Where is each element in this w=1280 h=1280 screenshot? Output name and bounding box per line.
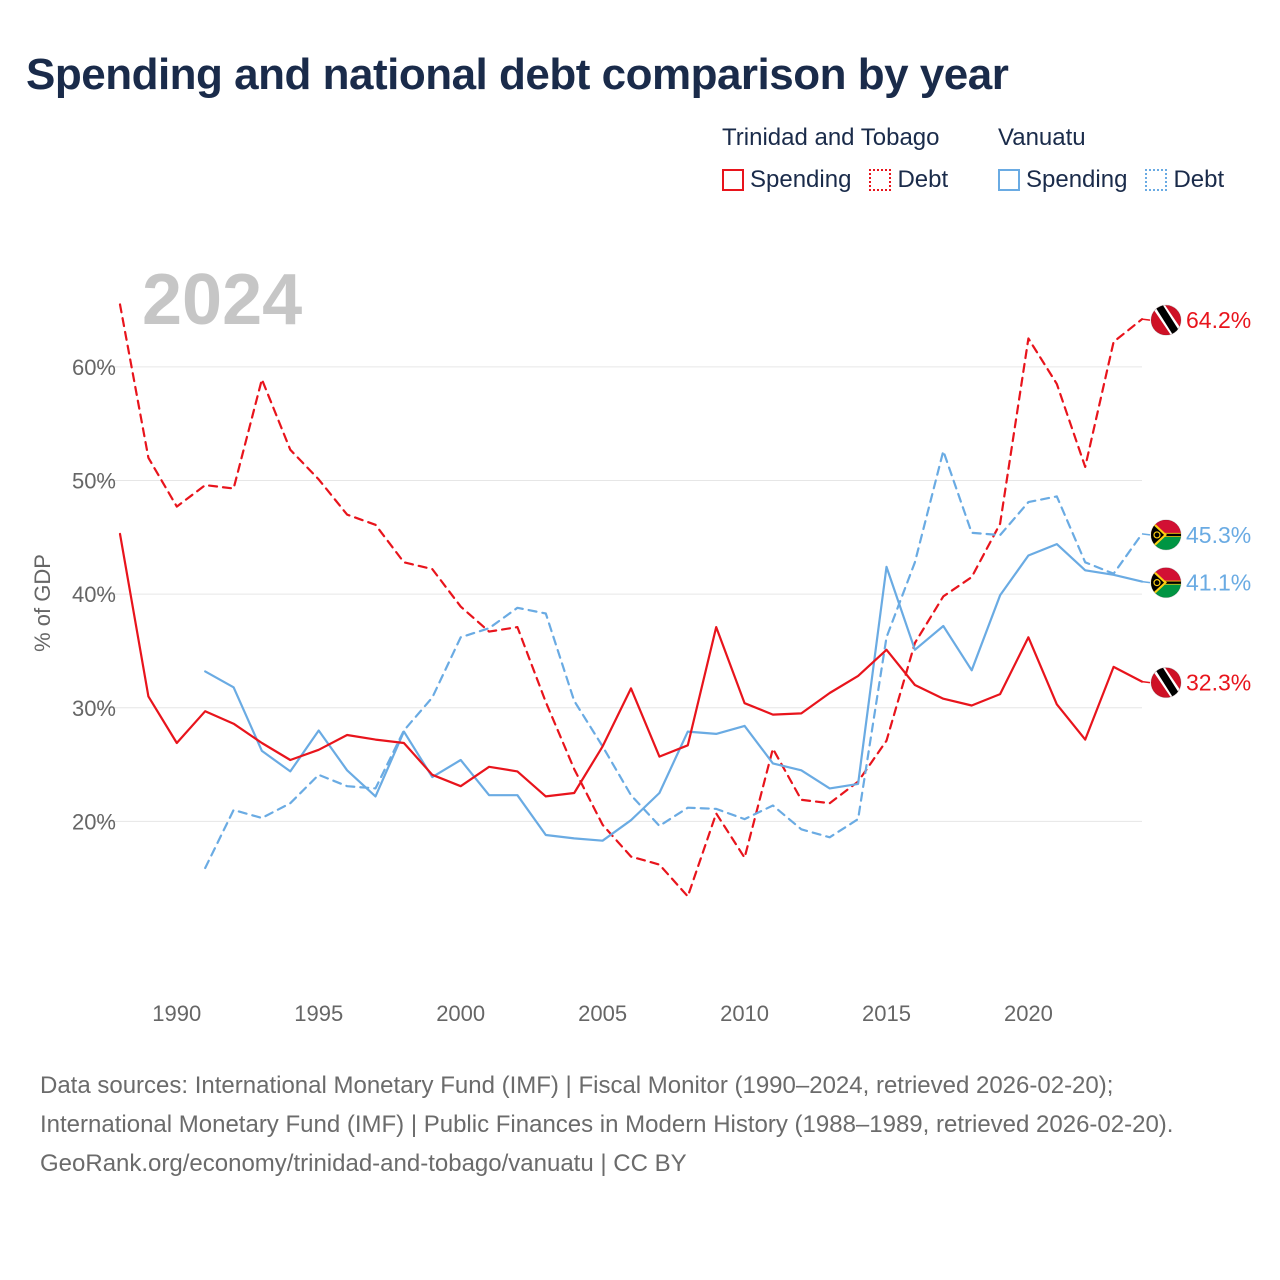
legend-item-vu-spending[interactable]: Spending bbox=[998, 166, 1127, 194]
data-sources: Data sources: International Monetary Fun… bbox=[40, 1072, 1174, 1138]
end-connector bbox=[1141, 580, 1151, 584]
legend-group-name: Trinidad and Tobago bbox=[722, 124, 940, 151]
series-line-trinidad-and-tobago-spending[interactable] bbox=[118, 532, 1144, 798]
legend-label: Spending bbox=[1026, 166, 1128, 193]
y-axis-label: % of GDP bbox=[30, 554, 55, 652]
y-tick-label: 20% bbox=[72, 809, 116, 834]
x-tick-label: 2015 bbox=[862, 1001, 911, 1026]
legend-group-name: Vanuatu bbox=[998, 124, 1086, 151]
trinidad-and-tobago-flag-icon bbox=[1150, 304, 1182, 336]
legend-vanuatu: Vanuatu Spending Debt bbox=[998, 124, 1224, 194]
trinidad-and-tobago-flag-icon bbox=[1150, 667, 1182, 699]
legend-label: Spending bbox=[750, 166, 852, 193]
legend-swatch-tt-spending bbox=[722, 169, 744, 191]
x-tick-label: 1995 bbox=[294, 1001, 343, 1026]
end-value-label: 45.3% bbox=[1186, 522, 1251, 548]
x-tick-label: 2000 bbox=[436, 1001, 485, 1026]
legend-label: Debt bbox=[897, 166, 949, 193]
credit-link[interactable]: GeoRank.org/economy/trinidad-and-tobago/… bbox=[40, 1150, 687, 1177]
vanuatu-flag-icon bbox=[1150, 519, 1182, 551]
end-connector bbox=[1141, 318, 1151, 321]
line-chart: 20% 30% 40% 50% 60% 1990 1995 2000 2005 2010 2015 2… bbox=[30, 260, 1251, 1026]
y-tick-label: 30% bbox=[72, 696, 116, 721]
x-tick-label: 2005 bbox=[578, 1001, 627, 1026]
series-line-vanuatu-debt[interactable] bbox=[204, 449, 1144, 870]
end-value-label: 41.1% bbox=[1186, 570, 1251, 596]
end-connector bbox=[1141, 680, 1151, 684]
legend-label: Debt bbox=[1173, 166, 1225, 193]
y-tick-label: 50% bbox=[72, 469, 116, 494]
chart-title: Spending and national debt comparison by… bbox=[26, 50, 1009, 99]
legend-trinidad-and-tobago: Trinidad and Tobago Spending Debt bbox=[722, 124, 948, 194]
series-line-vanuatu-spending[interactable] bbox=[204, 542, 1144, 842]
end-value-label: 64.2% bbox=[1186, 307, 1251, 333]
year-watermark: 2024 bbox=[142, 260, 302, 340]
x-tick-label: 2020 bbox=[1004, 1001, 1053, 1026]
legend-item-tt-debt[interactable]: Debt bbox=[869, 166, 948, 194]
x-tick-label: 2010 bbox=[720, 1001, 769, 1026]
legend-item-vu-debt[interactable]: Debt bbox=[1145, 166, 1224, 194]
legend-swatch-vu-debt bbox=[1145, 169, 1168, 191]
series-line-trinidad-and-tobago-debt[interactable] bbox=[118, 303, 1144, 898]
x-tick-label: 1990 bbox=[152, 1001, 201, 1026]
legend-swatch-vu-spending bbox=[998, 169, 1020, 191]
end-value-label: 32.3% bbox=[1186, 670, 1251, 696]
legend-swatch-tt-debt bbox=[869, 169, 892, 191]
end-connector bbox=[1141, 533, 1151, 536]
footer: Data sources: International Monetary Fun… bbox=[40, 1066, 1240, 1183]
y-tick-label: 60% bbox=[72, 355, 116, 380]
legend-item-tt-spending[interactable]: Spending bbox=[722, 166, 851, 194]
vanuatu-flag-icon bbox=[1150, 567, 1182, 599]
y-tick-label: 40% bbox=[72, 582, 116, 607]
